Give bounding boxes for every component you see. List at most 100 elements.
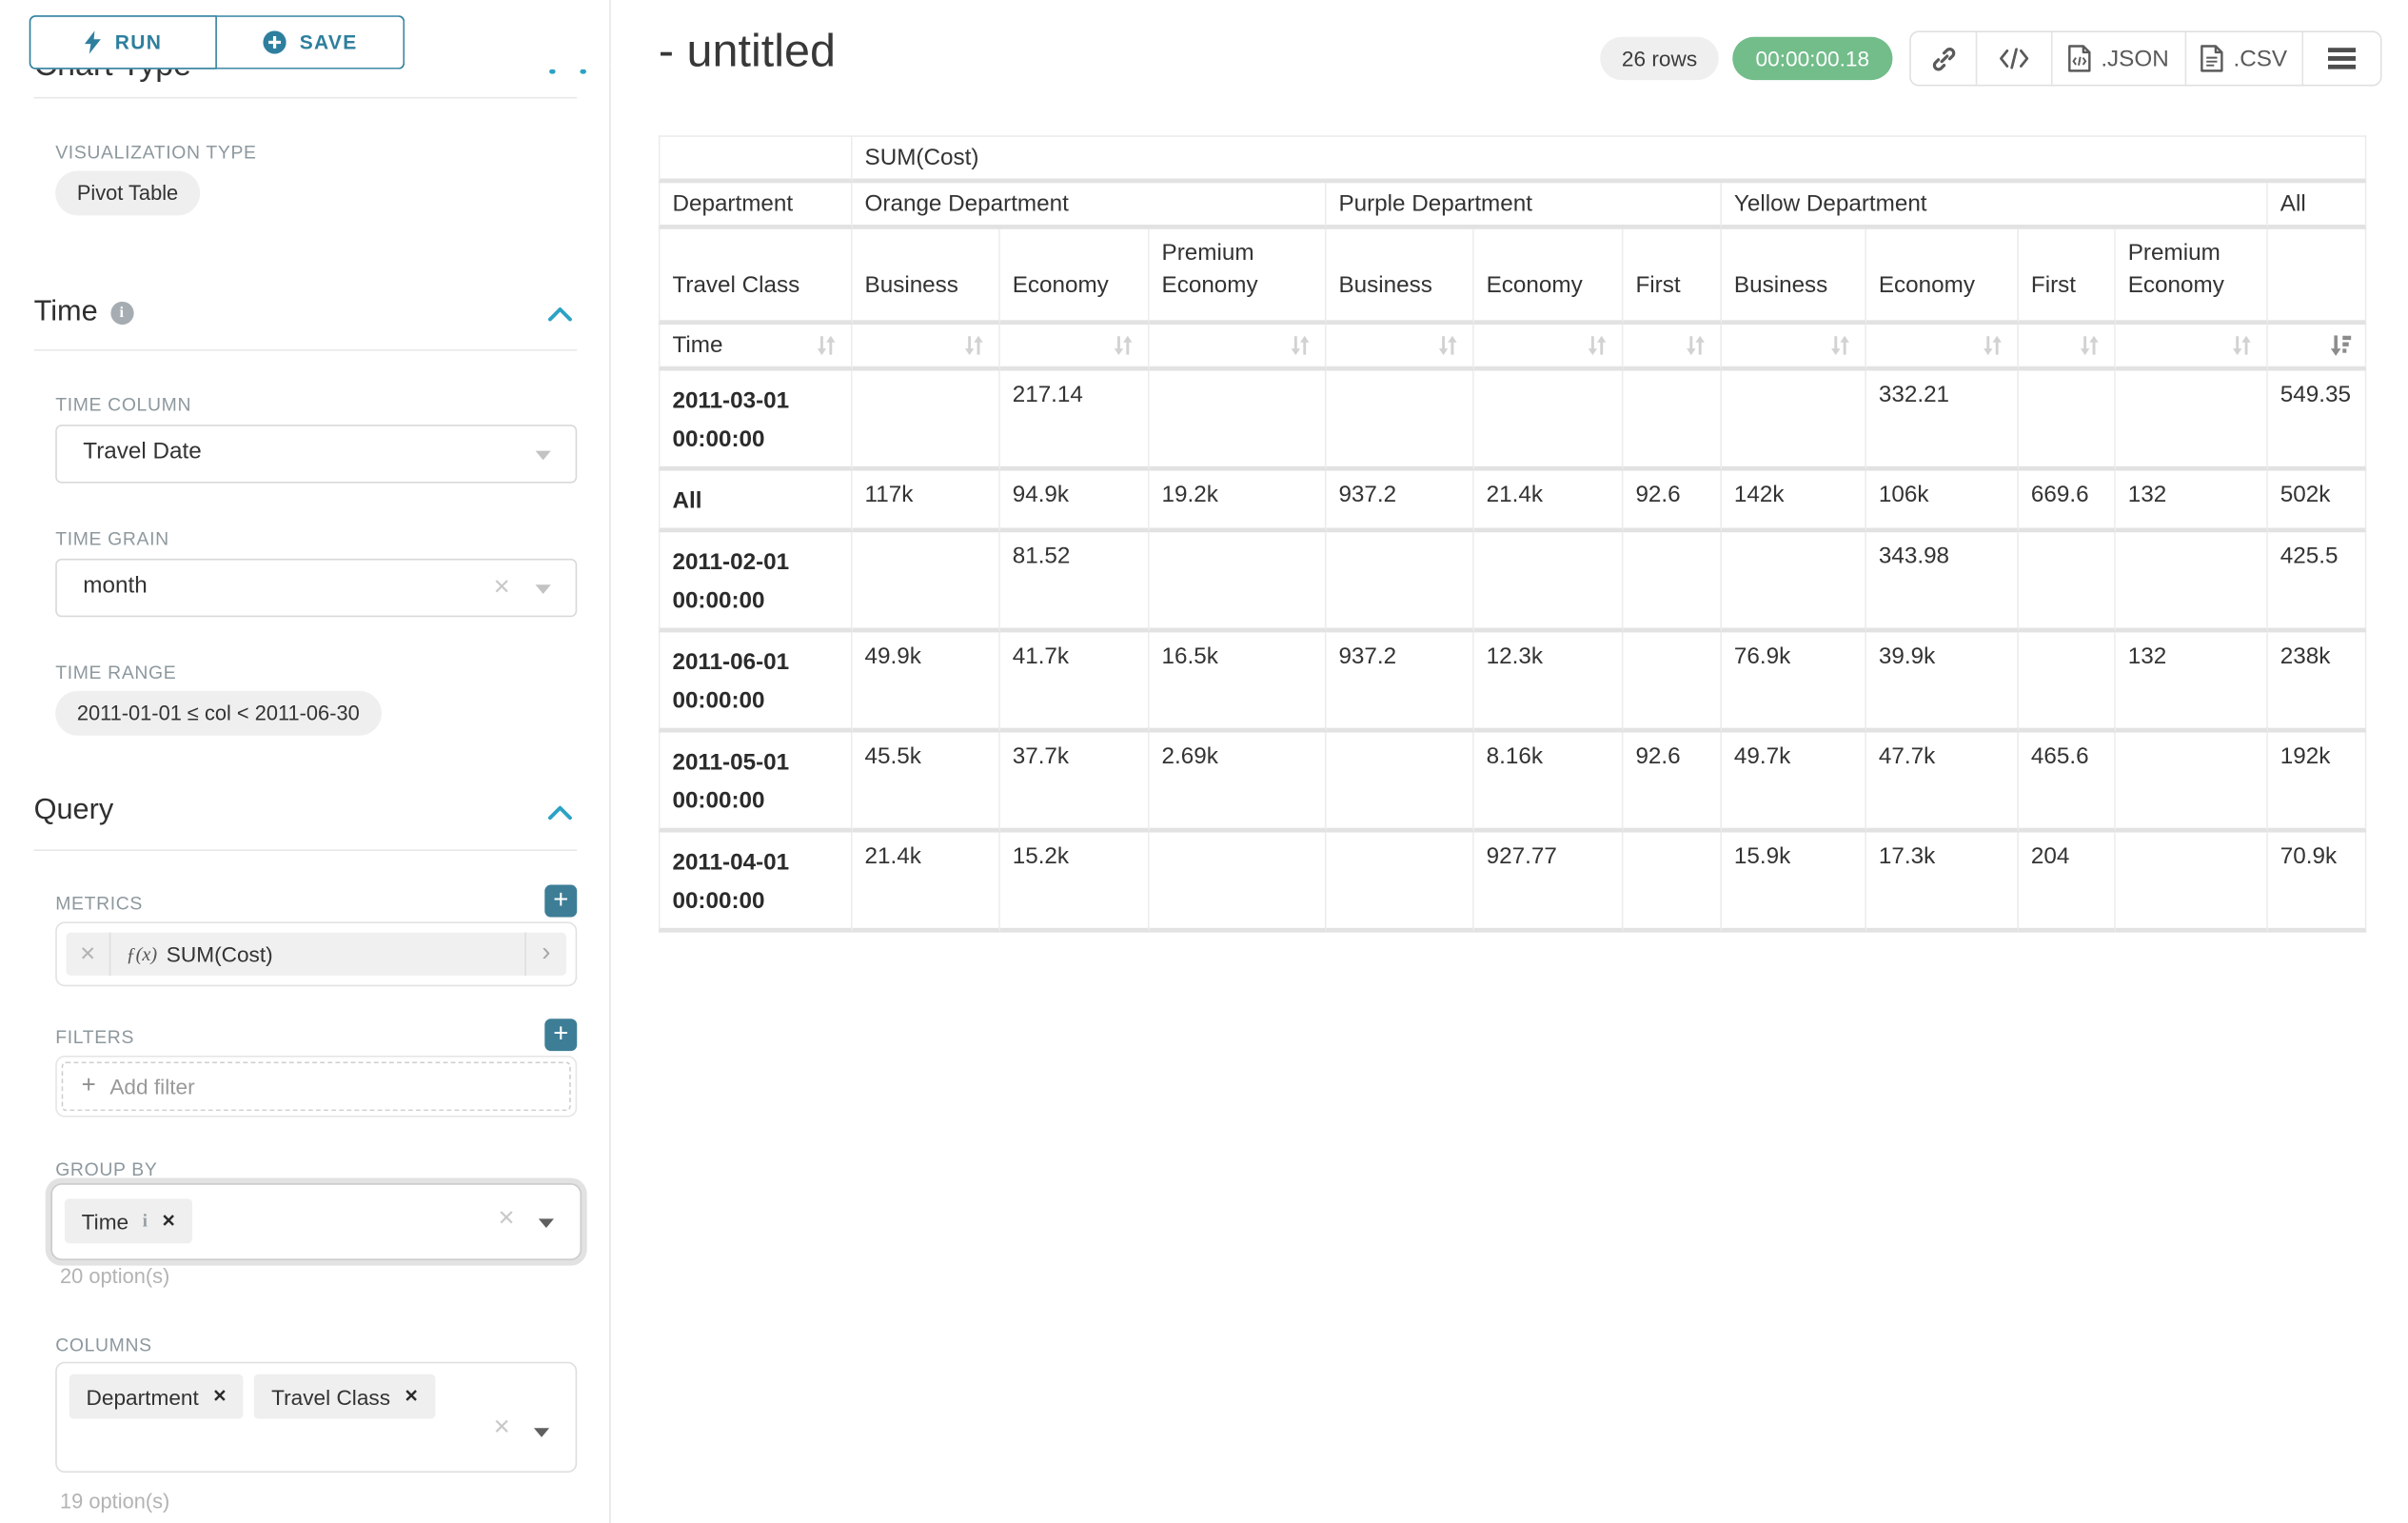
pivot-cell: 94.9k [1000, 471, 1150, 533]
export-json-button[interactable]: .JSON [2053, 32, 2187, 85]
columns-label: COLUMNS [55, 1335, 152, 1356]
chart-area: - untitled 26 rows 00:00:00.18 [611, 0, 2408, 1523]
column-sort-header[interactable] [1474, 325, 1624, 370]
export-csv-button[interactable]: .CSV [2186, 32, 2303, 85]
section-divider [34, 849, 578, 851]
column-sort-header[interactable] [2268, 325, 2366, 370]
sort-icon [1828, 334, 1853, 357]
pivot-cell [1624, 532, 1722, 632]
metrics-field: ✕ ƒ(x) SUM(Cost) › [55, 921, 577, 986]
travel-class-header: Economy [1474, 229, 1624, 325]
add-metric-button[interactable]: + [544, 885, 577, 918]
clear-icon[interactable]: ✕ [498, 1205, 516, 1231]
save-button-label: SAVE [300, 30, 358, 53]
row-label: 2011-02-01 00:00:00 [659, 532, 853, 632]
pivot-cell [1722, 532, 1866, 632]
chevron-down-icon [536, 451, 551, 461]
pivot-cell: 343.98 [1866, 532, 2019, 632]
chevron-up-icon[interactable] [548, 804, 573, 820]
pivot-cell: 15.9k [1722, 833, 1866, 933]
columns-chips: Department✕Travel Class✕ [69, 1375, 436, 1419]
view-query-button[interactable] [1977, 32, 2052, 85]
control-panel: Chart Type RUN SAVE VISUALIZ [0, 0, 609, 1523]
pivot-cell: 39.9k [1866, 632, 2019, 732]
pivot-row: 2011-05-01 00:00:0045.5k37.7k2.69k8.16k9… [659, 733, 2366, 833]
group-by-chips: Timei✕ [65, 1198, 192, 1243]
time-grain-select[interactable]: month ✕ [55, 559, 577, 617]
select-chip[interactable]: Department✕ [69, 1375, 244, 1419]
group-by-select[interactable]: Timei✕ ✕ [50, 1183, 582, 1260]
share-link-button[interactable] [1911, 32, 1978, 85]
add-filter-button[interactable]: + Add filter [62, 1061, 571, 1111]
sort-icon [1585, 334, 1609, 357]
pivot-cell: 549.35 [2268, 371, 2366, 471]
column-sort-header[interactable] [853, 325, 1000, 370]
pivot-cell: 45.5k [853, 733, 1000, 833]
column-sort-header[interactable] [1000, 325, 1150, 370]
clipped-icon-dot [580, 69, 585, 74]
hamburger-menu-icon [2328, 48, 2356, 69]
clear-icon[interactable]: ✕ [493, 574, 511, 600]
time-range-pill[interactable]: 2011-01-01 ≤ col < 2011-06-30 [55, 691, 381, 736]
column-sort-header[interactable] [1624, 325, 1722, 370]
info-icon: i [143, 1210, 148, 1233]
time-grain-value: month [83, 572, 147, 598]
pivot-row: All117k94.9k19.2k937.221.4k92.6142k106k6… [659, 471, 2366, 533]
time-section-header: Time i [34, 295, 133, 329]
clear-icon[interactable]: ✕ [493, 1414, 511, 1440]
group-by-options-count: 20 option(s) [60, 1265, 169, 1288]
pivot-cell [2116, 833, 2268, 933]
row-axis-label: Time [672, 332, 722, 358]
select-chip[interactable]: Travel Class✕ [254, 1375, 435, 1419]
row-label: All [659, 471, 853, 533]
metric-chip[interactable]: ✕ ƒ(x) SUM(Cost) › [67, 933, 566, 976]
remove-chip-icon[interactable]: ✕ [212, 1387, 227, 1407]
travel-class-header: Economy [1866, 229, 2019, 325]
time-range-label: TIME RANGE [55, 662, 176, 683]
pivot-cell [1327, 532, 1474, 632]
columns-select[interactable]: Department✕Travel Class✕ ✕ [55, 1362, 577, 1473]
export-json-label: .JSON [2101, 46, 2168, 71]
column-sort-header[interactable] [1866, 325, 2019, 370]
department-group-header: Orange Department [853, 183, 1327, 228]
pivot-cell [1327, 371, 1474, 471]
more-options-button[interactable] [2303, 32, 2380, 85]
col-axis-label: Travel Class [659, 229, 853, 325]
column-sort-header[interactable] [2019, 325, 2116, 370]
remove-chip-icon[interactable]: ✕ [162, 1211, 176, 1231]
pivot-cell: 425.5 [2268, 532, 2366, 632]
select-chip[interactable]: Timei✕ [65, 1198, 192, 1243]
remove-chip-icon[interactable]: ✕ [405, 1387, 419, 1407]
section-divider [34, 349, 578, 351]
pivot-cell [2019, 371, 2116, 471]
row-axis-sort-header[interactable]: Time [659, 325, 853, 370]
pivot-cell: 204 [2019, 833, 2116, 933]
travel-class-header [2268, 229, 2366, 325]
run-button-label: RUN [115, 30, 162, 53]
save-button[interactable]: SAVE [217, 15, 405, 69]
pivot-row: 2011-06-01 00:00:0049.9k41.7k16.5k937.21… [659, 632, 2366, 732]
remove-metric-icon[interactable]: ✕ [67, 933, 111, 976]
time-column-select[interactable]: Travel Date [55, 425, 577, 483]
pivot-row: 2011-02-01 00:00:0081.52343.98425.5 [659, 532, 2366, 632]
chevron-down-icon [536, 584, 551, 594]
pivot-cell [1624, 371, 1722, 471]
run-button[interactable]: RUN [30, 15, 217, 69]
pivot-cell: 192k [2268, 733, 2366, 833]
pivot-cell [2116, 733, 2268, 833]
pivot-cell [1722, 371, 1866, 471]
column-sort-header[interactable] [1150, 325, 1327, 370]
column-sort-header[interactable] [2116, 325, 2268, 370]
column-sort-header[interactable] [1327, 325, 1474, 370]
link-icon [1930, 46, 1956, 71]
plus-icon: + [82, 1073, 96, 1100]
code-icon [1999, 48, 2029, 69]
column-sort-header[interactable] [1722, 325, 1866, 370]
chevron-right-icon[interactable]: › [524, 933, 566, 976]
bolt-icon [84, 30, 101, 53]
pivot-cell: 21.4k [853, 833, 1000, 933]
visualization-type-pill[interactable]: Pivot Table [55, 170, 200, 215]
add-filter-plus-button[interactable]: + [544, 1019, 577, 1051]
sort-icon [1111, 334, 1135, 357]
chevron-up-icon[interactable] [548, 307, 573, 322]
